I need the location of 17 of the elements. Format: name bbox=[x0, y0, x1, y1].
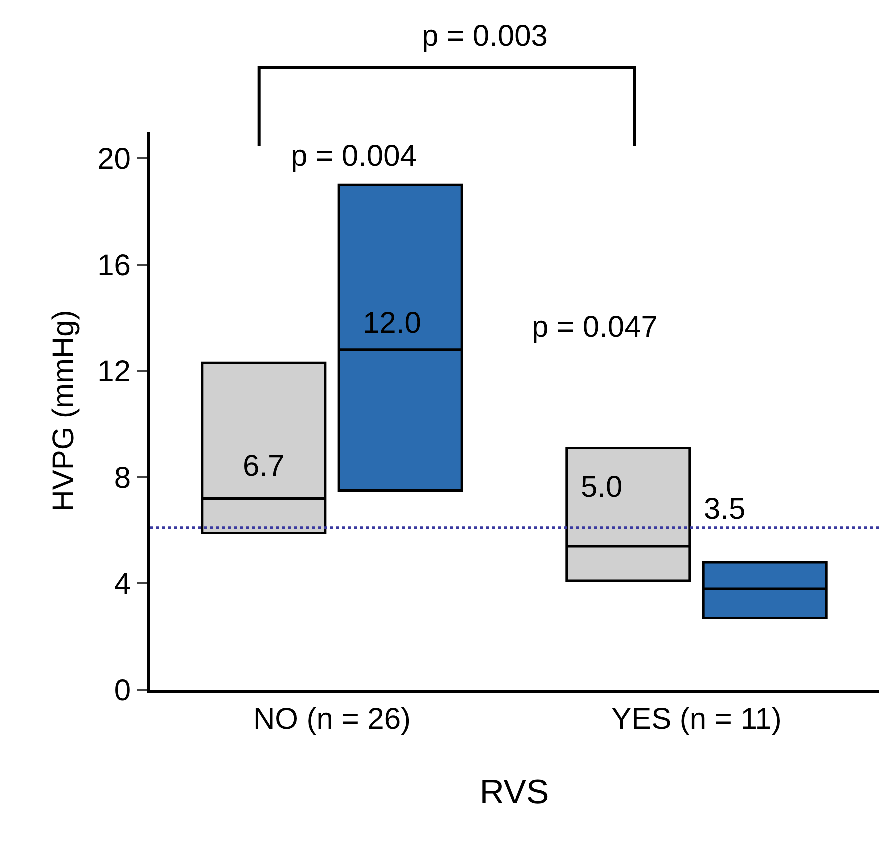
y-axis-title: HVPG (mmHg) bbox=[48, 310, 81, 512]
y-tick-label: 16 bbox=[98, 249, 131, 282]
annotation: p = 0.047 bbox=[532, 311, 658, 344]
text: p = 0.003 bbox=[422, 20, 548, 53]
y-tick-label: 8 bbox=[114, 462, 131, 495]
x-tick-label: NO (n = 26) bbox=[253, 703, 412, 736]
x-tick-label: YES (n = 11) bbox=[612, 703, 782, 736]
y-tick-label: 20 bbox=[98, 143, 131, 176]
y-tick-label: 12 bbox=[98, 356, 131, 389]
annotation: 6.7 bbox=[243, 450, 285, 483]
y-tick-label: 0 bbox=[114, 674, 131, 708]
annotation: 12.0 bbox=[363, 307, 422, 340]
y-tick-label: 4 bbox=[114, 568, 131, 602]
annotation: p = 0.004 bbox=[291, 140, 417, 173]
annotation: 3.5 bbox=[704, 493, 746, 526]
x-axis-title: RVS bbox=[480, 773, 550, 812]
annotation: 5.0 bbox=[581, 471, 623, 504]
